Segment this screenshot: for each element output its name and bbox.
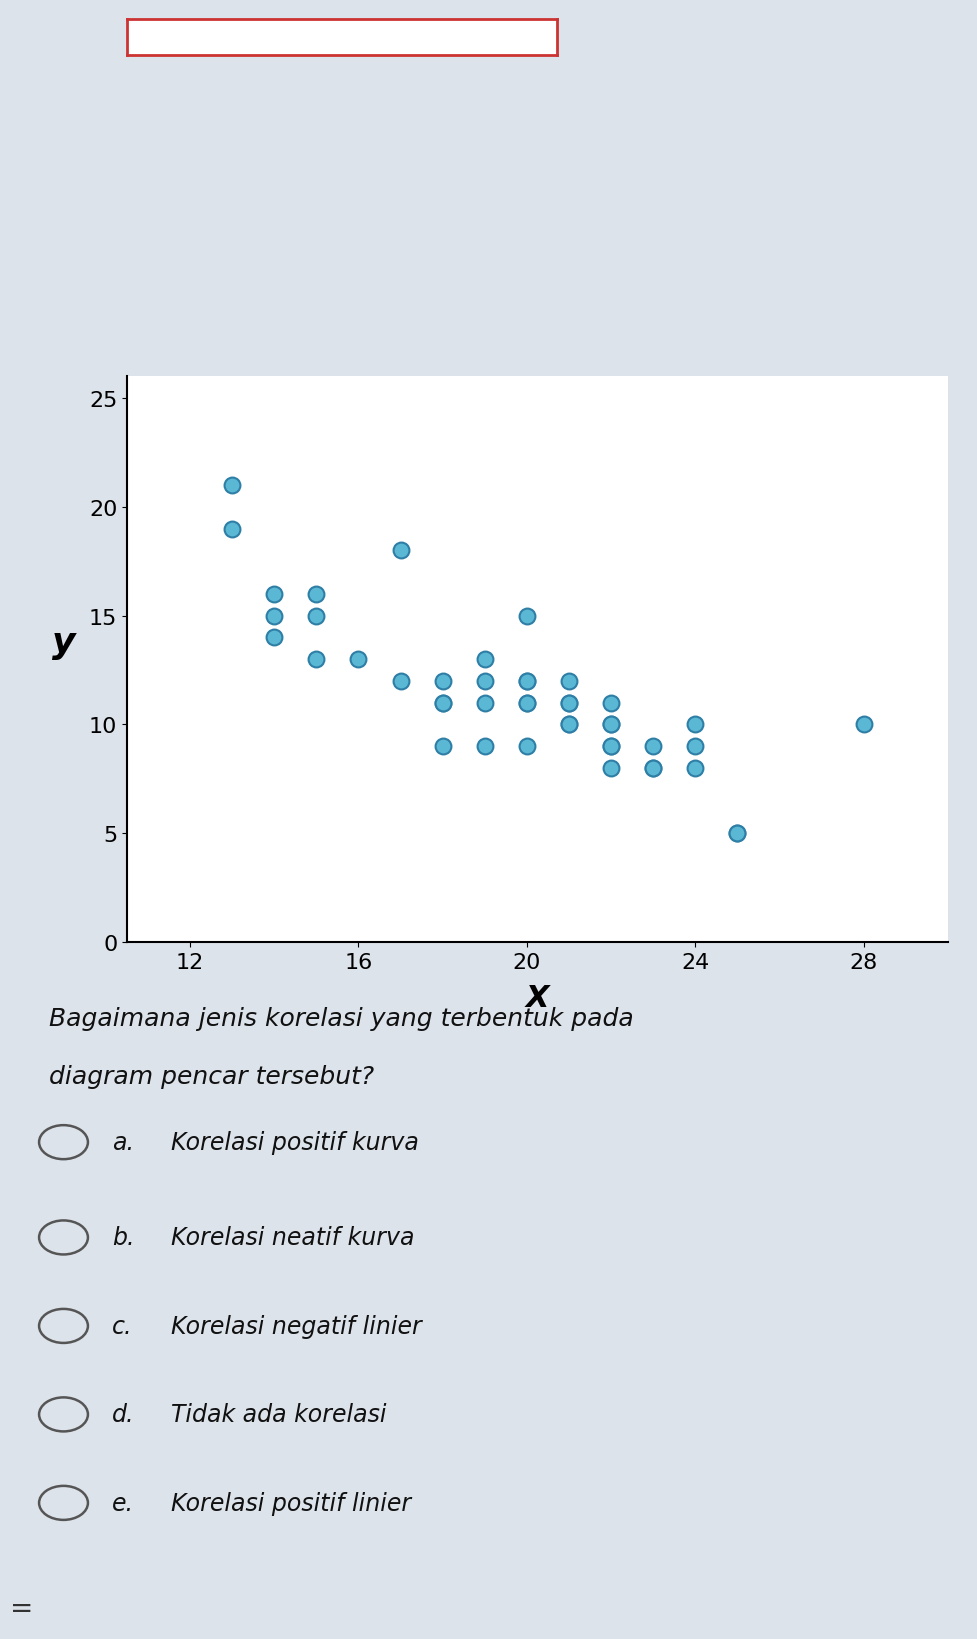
Point — [688, 711, 703, 738]
Point — [225, 516, 240, 543]
Point — [393, 538, 408, 564]
Point — [477, 669, 492, 695]
Text: Korelasi positif kurva: Korelasi positif kurva — [171, 1131, 419, 1154]
Point — [309, 582, 324, 608]
Point — [393, 669, 408, 695]
Point — [267, 582, 282, 608]
Text: Korelasi negatif linier: Korelasi negatif linier — [171, 1314, 422, 1337]
Point — [561, 690, 576, 716]
Point — [561, 711, 576, 738]
Point — [477, 734, 492, 760]
Point — [267, 624, 282, 651]
Point — [730, 821, 745, 847]
Text: Tidak ada korelasi: Tidak ada korelasi — [171, 1403, 387, 1426]
Text: diagram pencar tersebut?: diagram pencar tersebut? — [49, 1064, 374, 1088]
X-axis label: X: X — [526, 983, 549, 1013]
Point — [603, 734, 618, 760]
Point — [225, 472, 240, 498]
Point — [561, 711, 576, 738]
Point — [603, 711, 618, 738]
Point — [519, 669, 534, 695]
Point — [603, 690, 618, 716]
Point — [435, 690, 450, 716]
Text: a.: a. — [112, 1131, 135, 1154]
Point — [519, 603, 534, 629]
Text: Korelasi positif linier: Korelasi positif linier — [171, 1491, 411, 1514]
Point — [645, 734, 660, 760]
Point — [603, 734, 618, 760]
Point — [561, 690, 576, 716]
Point — [519, 690, 534, 716]
Point — [688, 756, 703, 782]
Point — [645, 756, 660, 782]
Point — [309, 646, 324, 672]
Text: b.: b. — [112, 1226, 135, 1249]
Point — [688, 734, 703, 760]
Point — [435, 734, 450, 760]
Point — [603, 711, 618, 738]
Point — [477, 690, 492, 716]
Text: c.: c. — [112, 1314, 133, 1337]
Y-axis label: y: y — [52, 626, 75, 659]
Point — [435, 669, 450, 695]
Point — [645, 756, 660, 782]
Point — [561, 669, 576, 695]
Text: d.: d. — [112, 1403, 135, 1426]
Text: Korelasi neatif kurva: Korelasi neatif kurva — [171, 1226, 414, 1249]
Text: =: = — [10, 1595, 33, 1623]
Text: e.: e. — [112, 1491, 135, 1514]
Point — [519, 669, 534, 695]
Text: Bagaimana jenis korelasi yang terbentuk pada: Bagaimana jenis korelasi yang terbentuk … — [49, 1006, 634, 1031]
Point — [477, 646, 492, 672]
Point — [519, 734, 534, 760]
Point — [603, 756, 618, 782]
Point — [309, 603, 324, 629]
Point — [435, 690, 450, 716]
Point — [351, 646, 366, 672]
Point — [267, 603, 282, 629]
Point — [730, 821, 745, 847]
Point — [519, 690, 534, 716]
Point — [856, 711, 871, 738]
